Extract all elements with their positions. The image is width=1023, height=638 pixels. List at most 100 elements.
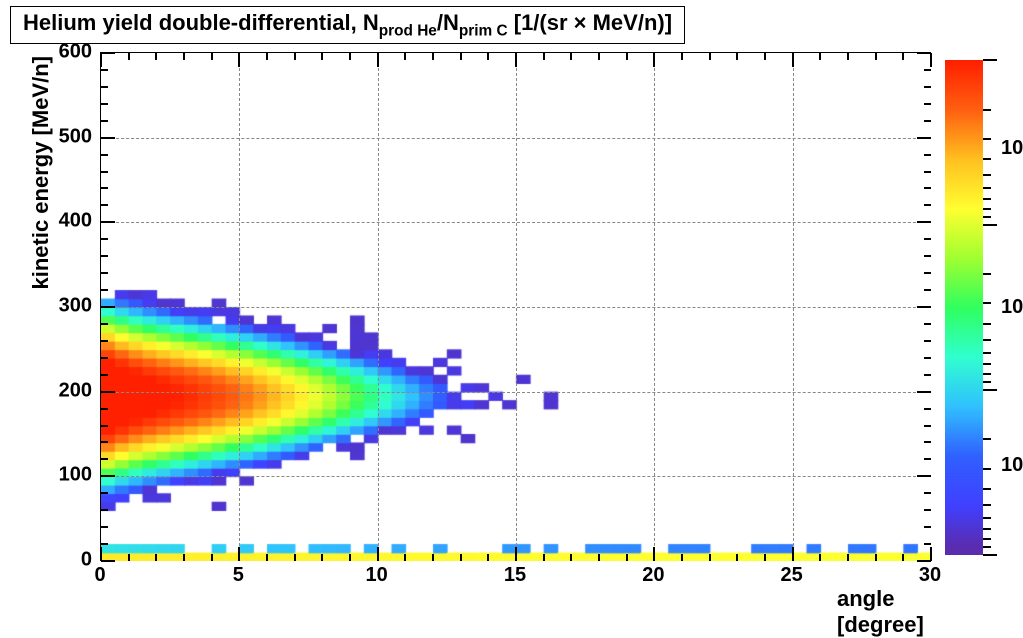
axis-tick — [183, 554, 185, 561]
axis-tick — [211, 554, 213, 561]
axis-tick — [792, 547, 794, 561]
grid-line-h — [101, 392, 931, 393]
axis-tick — [653, 53, 655, 67]
colorbar-tick — [983, 198, 991, 200]
axis-tick — [819, 53, 821, 60]
axis-tick — [924, 255, 931, 257]
axis-tick — [101, 560, 115, 562]
axis-tick — [101, 204, 108, 206]
axis-tick — [924, 492, 931, 494]
title-sub1: prod He — [379, 22, 437, 39]
colorbar-tick — [983, 363, 991, 365]
axis-tick — [875, 554, 877, 561]
axis-tick — [570, 554, 572, 561]
colorbar-gradient — [945, 60, 983, 555]
axis-tick — [101, 408, 108, 410]
axis-tick — [924, 187, 931, 189]
axis-tick — [101, 69, 108, 71]
axis-tick — [570, 53, 572, 60]
tick-label: 10 — [366, 564, 388, 587]
axis-tick — [924, 374, 931, 376]
axis-tick — [101, 357, 108, 359]
tick-label: 20 — [642, 564, 664, 587]
axis-tick — [543, 554, 545, 561]
axis-tick — [598, 53, 600, 60]
tick-label: 100 — [59, 464, 92, 487]
colorbar-tick — [983, 187, 991, 189]
colorbar-label: 10 — [1001, 454, 1023, 477]
axis-tick — [875, 53, 877, 60]
colorbar-tick — [983, 504, 991, 506]
title-sub2: prim C — [459, 22, 508, 39]
axis-tick — [709, 53, 711, 60]
axis-tick — [183, 53, 185, 60]
axis-tick — [155, 53, 157, 60]
axis-tick — [924, 526, 931, 528]
axis-tick — [764, 554, 766, 561]
axis-tick — [294, 554, 296, 561]
axis-tick — [321, 554, 323, 561]
colorbar-tick — [983, 381, 991, 383]
axis-tick — [101, 492, 108, 494]
axis-tick — [924, 120, 931, 122]
axis-tick — [917, 52, 931, 54]
axis-tick — [764, 53, 766, 60]
axis-tick — [626, 554, 628, 561]
axis-tick — [917, 221, 931, 223]
axis-tick — [238, 53, 240, 67]
axis-tick — [101, 187, 108, 189]
x-axis-label: angle [degree] — [837, 586, 930, 638]
axis-tick — [101, 137, 115, 139]
grid-line-h — [101, 307, 931, 308]
plot-frame — [100, 52, 930, 560]
colorbar-tick — [983, 59, 997, 61]
axis-tick — [101, 475, 115, 477]
tick-label: 400 — [59, 210, 92, 233]
axis-tick — [924, 441, 931, 443]
grid-line-h — [101, 138, 931, 139]
axis-tick — [101, 323, 108, 325]
axis-tick — [101, 154, 108, 156]
grid-line-h — [101, 476, 931, 477]
axis-tick — [100, 547, 102, 561]
tick-label: 25 — [781, 564, 803, 587]
axis-tick — [128, 53, 130, 60]
colorbar-tick — [983, 528, 991, 530]
axis-tick — [101, 171, 108, 173]
axis-tick — [924, 458, 931, 460]
axis-tick — [930, 547, 932, 561]
axis-tick — [487, 53, 489, 60]
axis-tick — [598, 554, 600, 561]
axis-tick — [924, 272, 931, 274]
axis-tick — [101, 120, 108, 122]
axis-tick — [101, 441, 108, 443]
colorbar-tick — [983, 273, 991, 275]
axis-tick — [128, 554, 130, 561]
colorbar-tick — [983, 538, 991, 540]
axis-tick — [101, 221, 115, 223]
axis-tick — [349, 554, 351, 561]
axis-tick — [404, 53, 406, 60]
axis-tick — [924, 171, 931, 173]
colorbar-tick — [983, 438, 991, 440]
axis-tick — [101, 340, 108, 342]
axis-tick — [681, 554, 683, 561]
axis-tick — [626, 53, 628, 60]
colorbar-tick — [983, 323, 991, 325]
axis-tick — [847, 554, 849, 561]
colorbar-tick — [983, 339, 991, 341]
colorbar-tick — [983, 554, 997, 556]
axis-tick — [930, 53, 932, 67]
tick-label: 300 — [59, 295, 92, 318]
axis-tick — [924, 86, 931, 88]
axis-tick — [924, 408, 931, 410]
tick-label: 500 — [59, 125, 92, 148]
colorbar-tick — [983, 389, 997, 391]
axis-tick — [736, 554, 738, 561]
axis-tick — [924, 509, 931, 511]
axis-tick — [902, 554, 904, 561]
y-axis-label: kinetic energy [MeV/n] — [28, 56, 54, 290]
axis-tick — [917, 306, 931, 308]
axis-tick — [543, 53, 545, 60]
chart-title-box: Helium yield double-differential, Nprod … — [10, 6, 685, 44]
